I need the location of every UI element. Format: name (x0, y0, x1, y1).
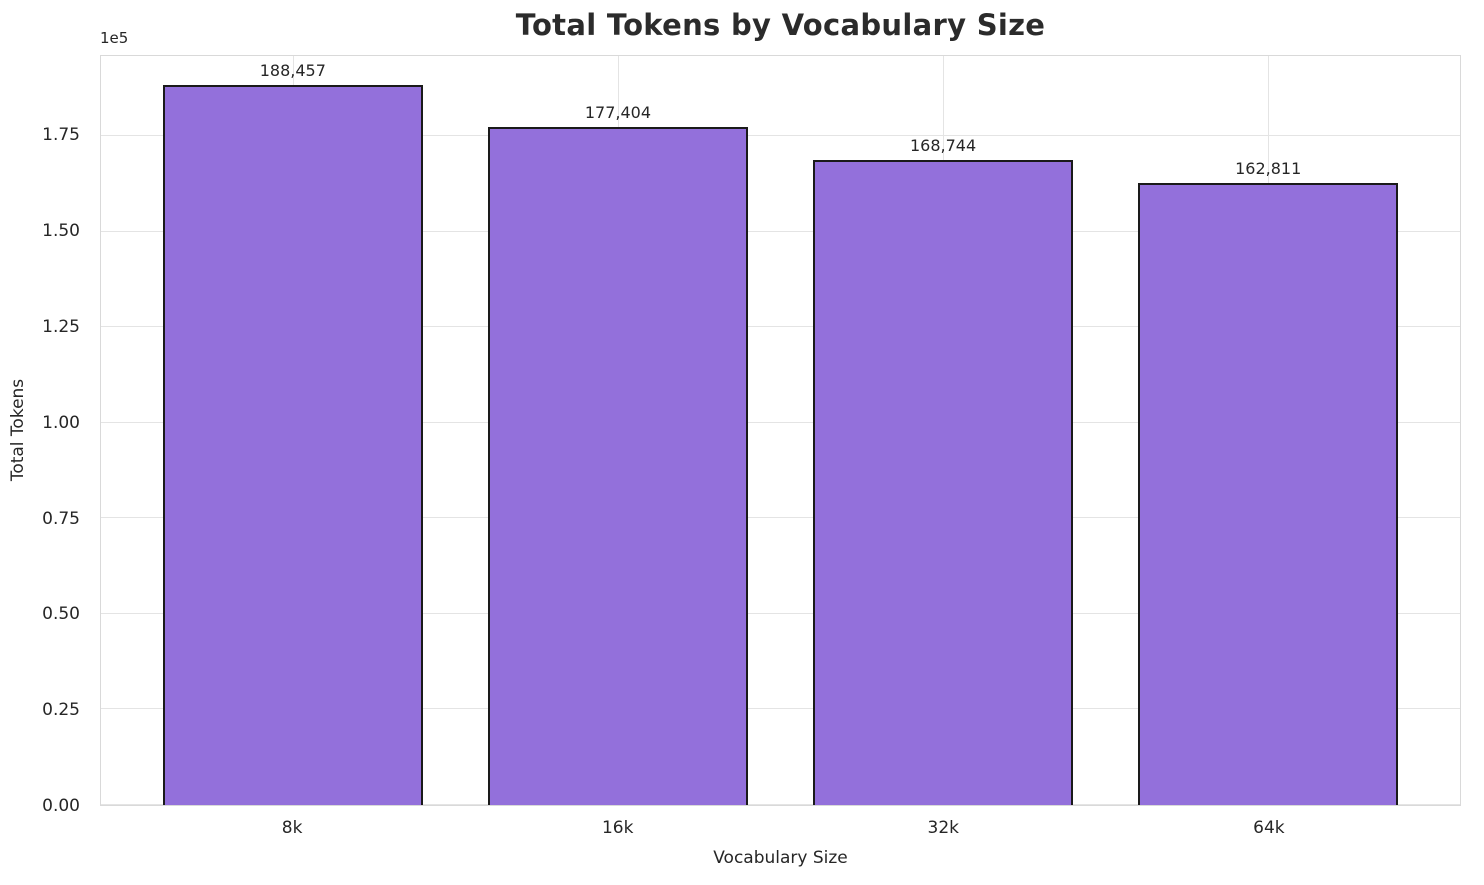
bar-value-label: 168,744 (909, 136, 977, 156)
y-tick-label: 1.00 (42, 412, 80, 433)
gridline-horizontal (101, 612, 1460, 614)
bar-64k: 162,811 (1138, 159, 1399, 805)
y-tick-label: 0.00 (42, 796, 80, 816)
bar-value-label: 177,404 (584, 103, 652, 123)
bar-16k: 177,404 (487, 103, 748, 805)
bar-value-label: 188,457 (259, 60, 326, 80)
x-tick-label: 16k (601, 818, 634, 838)
gridline-horizontal (101, 421, 1460, 423)
bar-8k: 188,457 (162, 61, 423, 805)
y-axis-offset-label: 1e5 (100, 29, 129, 47)
gridline-horizontal (101, 230, 1460, 232)
x-axis-ticks: 8k 16k 32k 64k (100, 806, 1461, 840)
bars-container: 188,457 177,404 168,744 162,811 (101, 56, 1460, 805)
gridline-horizontal (101, 135, 1460, 137)
chart-title: Total Tokens by Vocabulary Size (515, 8, 1046, 42)
gridline-horizontal (101, 804, 1460, 805)
x-tick-label: 8k (281, 818, 303, 838)
plot-area: 188,457 177,404 168,744 162,811 (100, 55, 1461, 806)
x-tick-label: 32k (927, 818, 960, 838)
y-axis-label: Total Tokens (8, 378, 28, 482)
y-axis-ticks: 0.00 0.25 0.50 0.75 1.00 1.25 1.50 1.75 (0, 55, 92, 816)
y-tick-label: 0.75 (42, 508, 80, 529)
y-tick-label: 1.50 (42, 221, 80, 242)
y-tick-label: 0.50 (42, 604, 80, 625)
gridline-horizontal (101, 326, 1460, 328)
bar-32k: 168,744 (813, 136, 1074, 805)
gridline-horizontal (101, 708, 1460, 710)
gridline-horizontal (101, 517, 1460, 519)
x-tick-label: 64k (1253, 818, 1285, 838)
y-tick-label: 1.75 (42, 125, 80, 146)
x-axis-label: Vocabulary Size (713, 848, 848, 868)
y-tick-label: 0.25 (42, 700, 80, 721)
y-tick-label: 1.25 (42, 317, 80, 338)
bar-value-label: 162,811 (1235, 158, 1302, 178)
